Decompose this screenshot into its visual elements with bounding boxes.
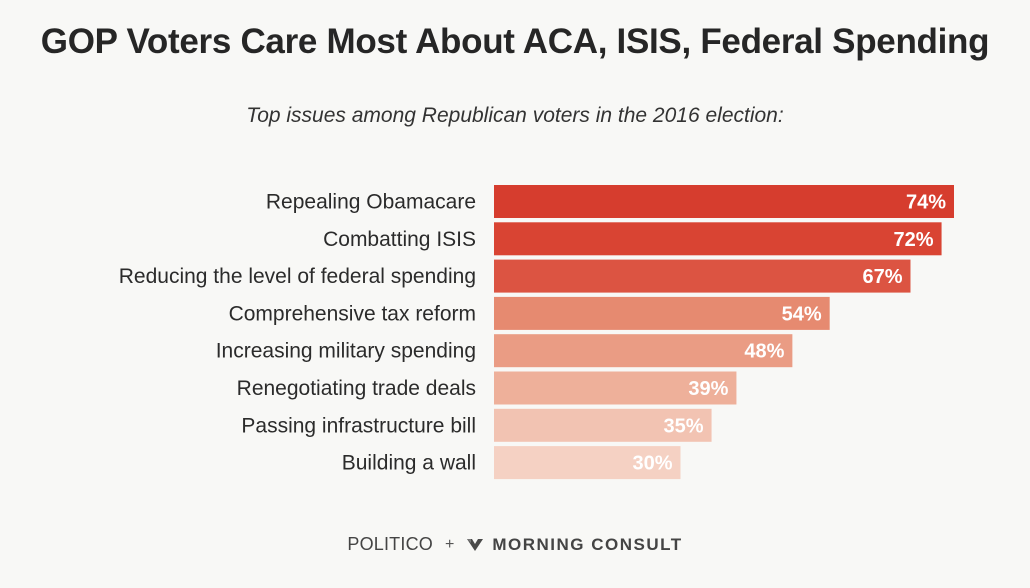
footer-sources: POLITICO + MORNING CONSULT bbox=[0, 534, 1030, 555]
bar-5 bbox=[494, 334, 793, 368]
bar-2 bbox=[494, 222, 942, 256]
category-label-2: Combatting ISIS bbox=[323, 228, 476, 251]
bars-group: Repealing Obamacare 74% Combatting ISIS 72%… bbox=[119, 185, 954, 480]
bar-7 bbox=[494, 408, 712, 442]
category-label-1: Repealing Obamacare bbox=[266, 191, 476, 214]
value-label-3: 67% bbox=[862, 266, 902, 288]
source-separator: + bbox=[444, 535, 455, 553]
bar-3 bbox=[494, 259, 911, 293]
value-label-7: 35% bbox=[664, 415, 704, 437]
source-politico: POLITICO bbox=[347, 534, 433, 554]
category-label-8: Building a wall bbox=[342, 452, 476, 475]
category-label-3: Reducing the level of federal spending bbox=[119, 265, 476, 288]
value-label-6: 39% bbox=[688, 378, 728, 400]
value-label-5: 48% bbox=[744, 341, 784, 363]
value-label-2: 72% bbox=[894, 229, 934, 251]
source-morning-consult: MORNING CONSULT bbox=[466, 535, 682, 555]
bar-6 bbox=[494, 371, 737, 405]
category-label-5: Increasing military spending bbox=[216, 340, 476, 363]
category-label-4: Comprehensive tax reform bbox=[229, 302, 476, 325]
chart-title: GOP Voters Care Most About ACA, ISIS, Fe… bbox=[40, 22, 990, 61]
bar-4 bbox=[494, 296, 830, 330]
source-morning-consult-label: MORNING CONSULT bbox=[492, 534, 683, 554]
chart-subtitle: Top issues among Republican voters in th… bbox=[246, 104, 784, 127]
value-label-1: 74% bbox=[906, 192, 946, 214]
value-label-8: 30% bbox=[632, 453, 672, 475]
m-logo-icon bbox=[467, 538, 484, 551]
bar-chart: Repealing Obamacare 74% Combatting ISIS 72%… bbox=[119, 185, 954, 480]
value-label-4: 54% bbox=[782, 303, 822, 325]
category-label-6: Renegotiating trade deals bbox=[237, 377, 476, 400]
bar-8 bbox=[494, 446, 681, 480]
bar-1 bbox=[494, 185, 954, 218]
category-label-7: Passing infrastructure bill bbox=[241, 414, 476, 437]
